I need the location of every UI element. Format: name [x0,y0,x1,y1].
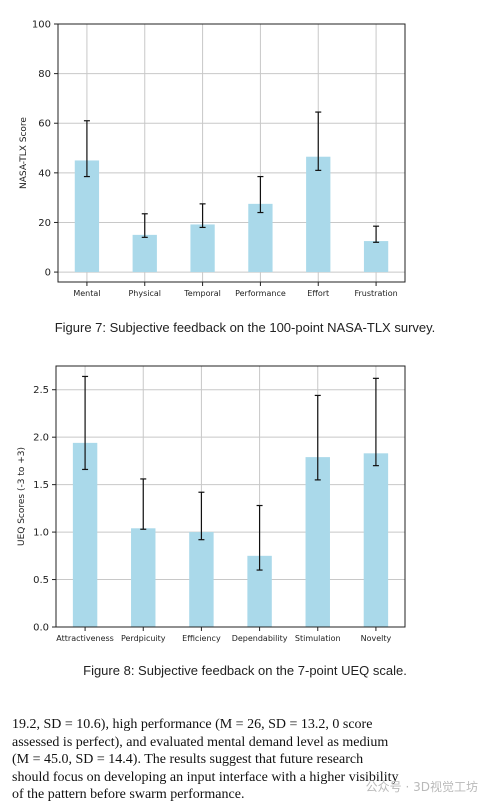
body-line: of the pattern before swarm performance. [12,787,245,803]
x-tick-label: Physical [128,289,161,298]
x-tick-label: Attractiveness [56,634,114,643]
x-tick-label: Dependability [232,634,288,643]
y-tick-label: 80 [38,69,51,80]
x-tick-label: Frustration [354,289,397,298]
y-tick-label: 0.0 [33,623,49,634]
x-tick-label: Novelty [361,634,392,643]
y-tick-label: 2.5 [33,385,49,396]
x-tick-label: Effort [307,289,329,298]
y-tick-label: 1.0 [33,528,49,539]
y-axis-label: NASA-TLX Score [19,117,29,189]
x-tick-label: Temporal [183,289,221,298]
watermark: 公众号 · 3D视觉工坊 [365,780,478,794]
y-tick-label: 100 [32,20,51,31]
body-paragraph: 19.2, SD = 10.6), high performance (M = … [12,716,414,804]
bar [72,442,98,627]
x-tick-label: Performance [235,289,286,298]
bar [363,241,389,273]
y-tick-label: 20 [38,218,51,229]
bar [248,203,273,273]
x-tick-label: Stimulation [295,634,341,643]
bar [363,453,389,627]
x-tick-label: Efficiency [182,634,221,643]
y-tick-label: 60 [38,119,51,130]
plot-frame [57,23,406,283]
body-line: (M = 45.0, SD = 14.4). The results sugge… [12,752,364,768]
nasa-tlx-chart: 0 20 40 60 80 100 Mental Physical Temporal Perfor… [19,20,406,298]
figure-7-caption: Figure 7: Subjective feedback on the 100… [54,320,436,335]
plot-frame [55,365,406,628]
bar [189,532,214,627]
body-line: assessed is perfect), and evaluated ment… [12,734,389,750]
x-tick-label: Mental [73,289,100,298]
y-axis-label: UEQ Scores (-3 to +3) [17,447,27,546]
ueq-chart: 0.0 0.5 1.0 1.5 2.0 2.5 Attractiveness Perdpicu… [17,365,406,643]
bar [74,160,100,273]
bar [131,528,156,627]
body-line: 19.2, SD = 10.6), high performance (M = … [12,717,373,732]
y-tick-label: 40 [38,168,51,179]
x-tick-label: Perdpicuity [121,634,166,643]
body-line: should focus on developing an input inte… [12,769,399,785]
y-tick-label: 2.0 [33,433,49,444]
bar [306,156,331,273]
bar [132,234,157,273]
y-tick-label: 0.5 [33,575,49,586]
figure-8-caption: Figure 8: Subjective feedback on the 7-p… [83,663,407,678]
bar [305,457,330,627]
bar [190,224,215,273]
y-tick-label: 0 [45,268,51,279]
y-tick-label: 1.5 [33,480,49,491]
